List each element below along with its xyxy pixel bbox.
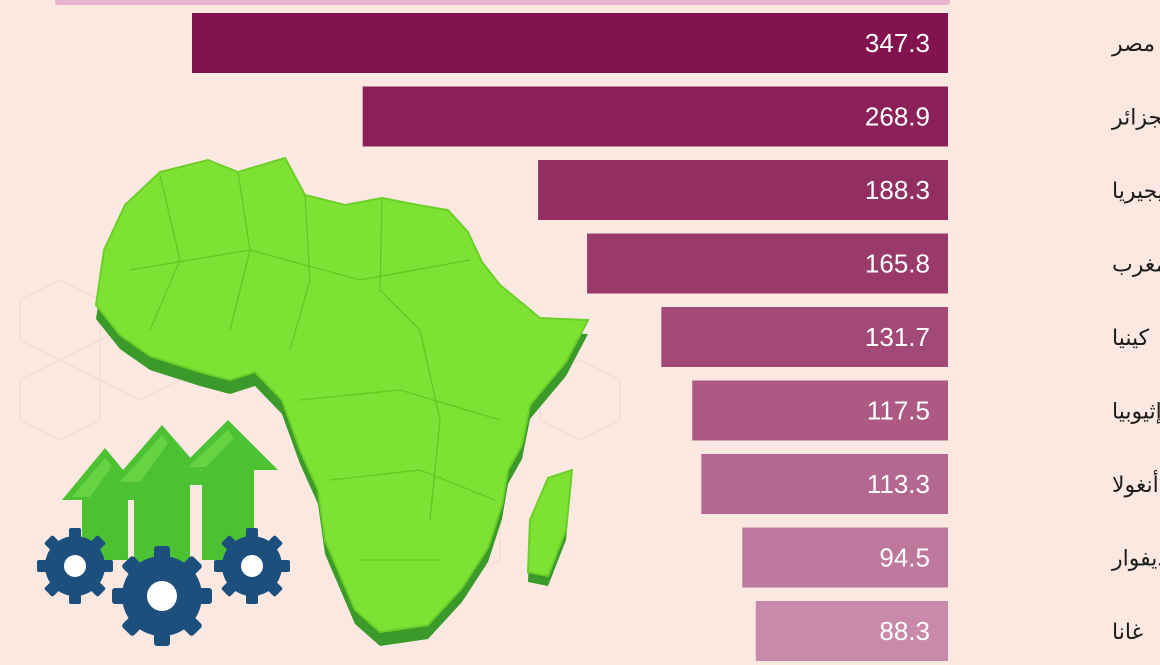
bar-8 — [755, 601, 948, 661]
category-label: المغرب — [1112, 253, 1160, 278]
bar-value-label: 347.3 — [865, 28, 930, 58]
bar-6 — [701, 454, 948, 514]
category-label: كينيا — [1112, 326, 1150, 351]
bar-value-label: 88.3 — [879, 616, 930, 646]
bars: 347.3 مصر 268.9 الجزائر 188.3 نيجيريا 165.8 الم… — [192, 13, 1160, 661]
bar-1 — [362, 86, 948, 147]
category-label: غانا — [1112, 620, 1143, 645]
bar-7 — [742, 527, 948, 588]
bar-value-label: 188.3 — [865, 175, 930, 205]
category-label: أنغولا — [1112, 470, 1159, 498]
top-strip — [55, 0, 950, 5]
category-label: كوت ديفوار — [1111, 547, 1160, 572]
bar-value-label: 94.5 — [879, 543, 930, 573]
bar-3 — [587, 233, 948, 294]
bar-value-label: 117.5 — [867, 396, 930, 426]
growth-arrows-gears-icon — [37, 420, 290, 646]
category-label: نيجيريا — [1112, 179, 1160, 204]
bar-2 — [538, 160, 948, 220]
bar-5 — [692, 380, 948, 441]
bar-value-label: 268.9 — [865, 102, 930, 132]
category-label: الجزائر — [1111, 106, 1160, 131]
africa-map-icon — [94, 156, 590, 646]
bar-value-label: 131.7 — [865, 322, 930, 352]
category-label: إثيوبيا — [1112, 400, 1160, 425]
bar-value-label: 165.8 — [865, 249, 930, 279]
bar-0 — [192, 13, 948, 73]
bar-value-label: 113.3 — [867, 469, 930, 499]
bar-4 — [661, 307, 948, 367]
category-label: مصر — [1111, 32, 1155, 57]
